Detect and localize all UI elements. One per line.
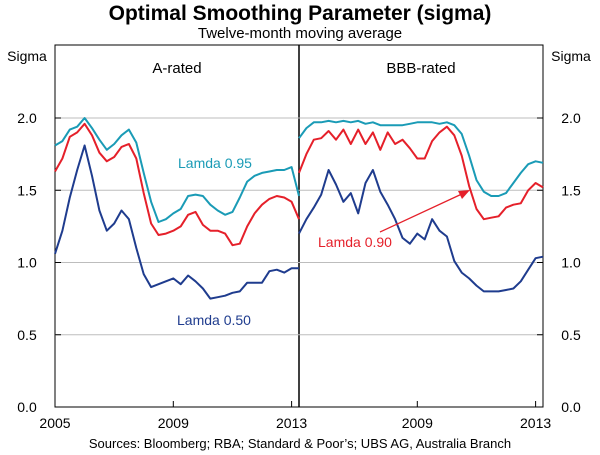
left-tick-label-2.0: 2.0 [17,110,37,126]
left-axis-label: Sigma [7,48,47,64]
annotation-arrow-line [379,192,465,233]
right-tick-label-1.5: 1.5 [561,182,581,198]
x-tick-label-1-2013: 2013 [520,415,551,431]
x-tick-label-0-2013: 2013 [276,415,307,431]
right-tick-label-0.5: 0.5 [561,327,581,343]
right-axis-label: Sigma [551,48,591,64]
series-label-a-lamda-0.50: Lamda 0.50 [177,312,251,328]
left-tick-label-1.5: 1.5 [17,182,37,198]
series-line-bbb-lamda-0.95 [298,119,544,197]
series-line-bbb-lamda-0.50 [298,169,544,293]
right-tick-label-0.0: 0.0 [561,399,581,415]
series-line-a-lamda-0.50 [54,144,299,300]
panel-title-bbb-rated: BBB-rated [386,60,455,77]
source-note: Sources: Bloomberg; RBA; Standard & Poor… [88,436,512,451]
series-label-a-lamda-0.95: Lamda 0.95 [178,155,252,171]
right-tick-label-2.0: 2.0 [561,110,581,126]
right-tick-label-1.0: 1.0 [561,255,581,271]
left-tick-label-0.5: 0.5 [17,327,37,343]
chart-subtitle: Twelve-month moving average [197,25,403,42]
annotation-arrow-head [458,190,470,199]
x-tick-label-1-2009: 2009 [402,415,433,431]
series-line-a-lamda-0.90 [54,122,300,247]
x-tick-label-0-2005: 2005 [39,415,70,431]
grid-layer: 0.0 0.0 0.5 0.5 1.0 1.0 1.5 1.5 2.0 2.0 2005 2009 20… [17,110,581,431]
panel-title-a-rated: A-rated [152,60,201,77]
series-layer [54,117,544,300]
series-label-bbb-lamda-0.90: Lamda 0.90 [318,234,392,250]
left-tick-label-1.0: 1.0 [17,255,37,271]
series-line-a-lamda-0.95 [54,117,300,223]
series-line-bbb-lamda-0.90 [298,125,544,221]
left-tick-label-0.0: 0.0 [17,399,37,415]
chart-title: Optimal Smoothing Parameter (sigma) [108,2,492,25]
x-tick-label-0-2009: 2009 [158,415,189,431]
